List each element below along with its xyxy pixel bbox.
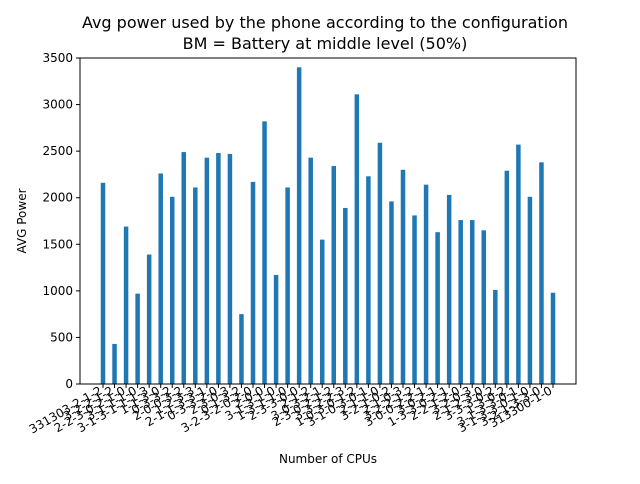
y-tick-label: 500 (50, 330, 73, 344)
bar (343, 207, 348, 384)
bar (389, 201, 394, 384)
bar (250, 181, 256, 384)
y-axis: 0 500 1000 1500 2000 2500 3000 3500 (42, 51, 80, 391)
bar (100, 182, 106, 384)
plot-frame (79, 57, 577, 385)
bar (273, 275, 279, 384)
y-tick-label: 3000 (42, 98, 73, 112)
y-tick-label: 2000 (42, 191, 73, 205)
x-axis-label: Number of CPUs (279, 452, 377, 466)
y-tick-label: 1500 (42, 237, 73, 251)
bar (216, 153, 221, 384)
bar (296, 67, 302, 385)
bar (204, 157, 210, 384)
bar (158, 173, 163, 384)
bar (193, 187, 198, 384)
y-axis-label: AVG Power (15, 188, 29, 253)
bar (516, 144, 521, 384)
bar (423, 184, 429, 384)
bar (366, 176, 371, 384)
chart-title: Avg power used by the phone according to… (82, 13, 568, 32)
bar (504, 170, 510, 384)
bar (400, 169, 406, 384)
bar (435, 232, 440, 384)
bar (331, 166, 337, 384)
bar (227, 153, 233, 384)
bar (262, 121, 267, 384)
bar (412, 215, 417, 384)
y-tick-label: 0 (65, 377, 73, 391)
y-tick-label: 3500 (42, 51, 73, 65)
bar (354, 94, 360, 384)
bar (469, 220, 475, 384)
bar (319, 239, 325, 384)
bar (135, 293, 140, 384)
bar (527, 196, 533, 384)
bar (539, 162, 544, 384)
bar (308, 157, 313, 384)
x-axis: 331303-2-1-23-2-2-1-22-2-3-0-2-1-03-1-1-… (27, 383, 555, 436)
bar (146, 254, 152, 384)
bar (169, 196, 175, 384)
bar (239, 314, 244, 384)
y-tick-label: 1000 (42, 284, 73, 298)
bar (112, 343, 117, 384)
bar (550, 292, 556, 384)
bar (481, 230, 487, 384)
bars (100, 67, 556, 385)
bar (458, 220, 463, 384)
bar (446, 194, 452, 384)
bar (285, 187, 290, 384)
bar (493, 289, 498, 384)
bar (181, 152, 187, 384)
bar (377, 142, 383, 384)
bar (123, 226, 129, 384)
y-tick-label: 2500 (42, 144, 73, 158)
chart-subtitle: BM = Battery at middle level (50%) (183, 34, 468, 53)
